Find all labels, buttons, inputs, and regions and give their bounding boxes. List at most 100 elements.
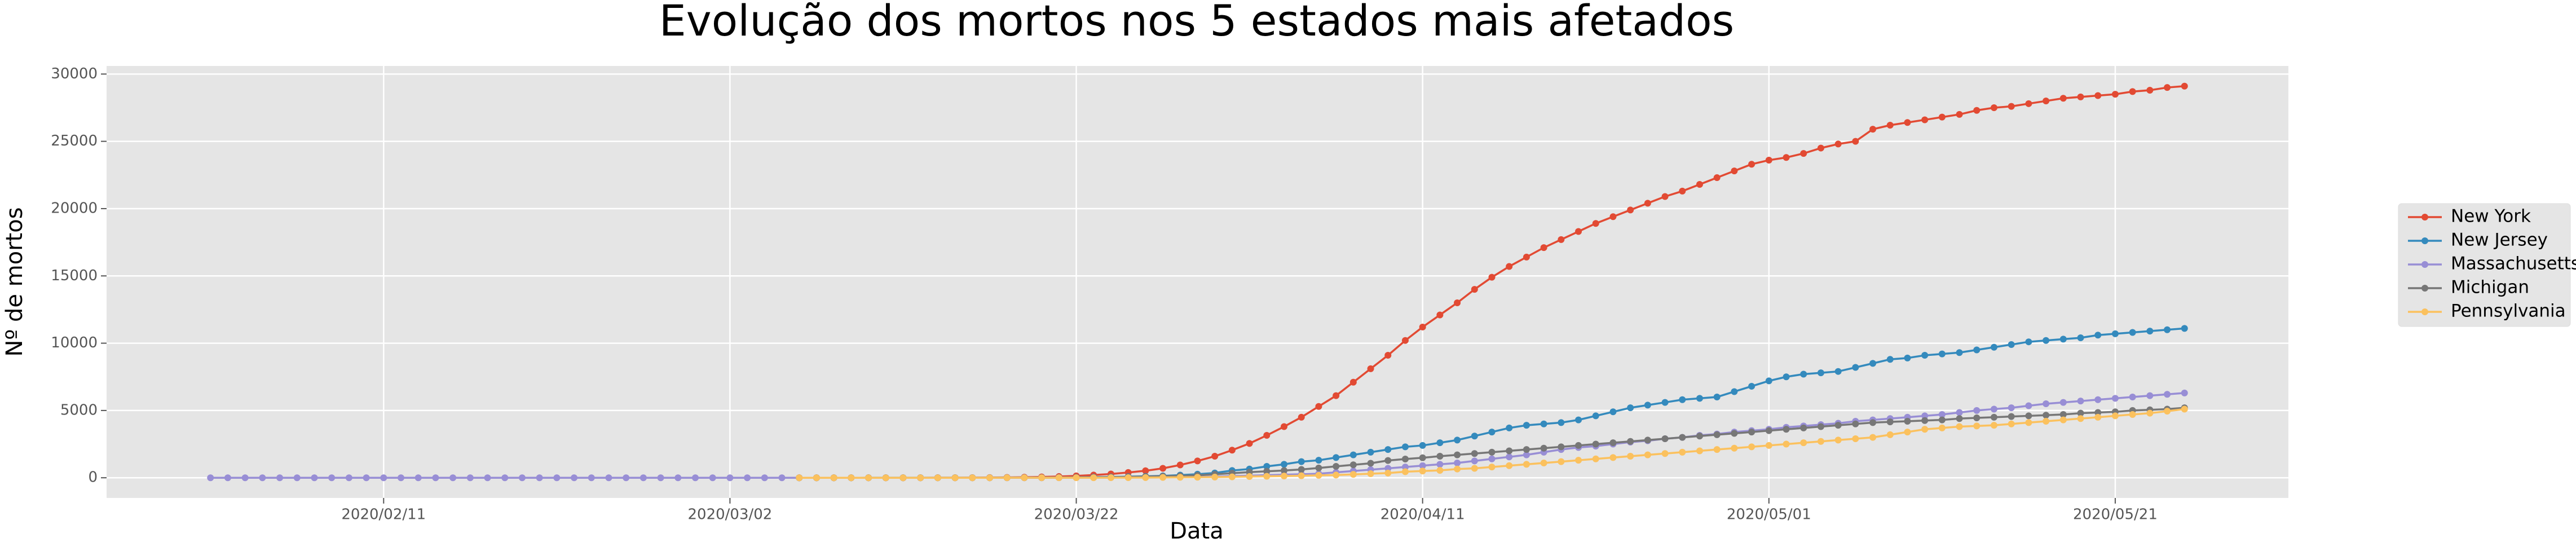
data-point [2059,336,2067,343]
grid: 0 5000 10000 15000 20000 25000 30000 2020/02/11… [51,65,2288,523]
data-point [414,474,422,482]
data-point [1921,412,1929,420]
data-point [1731,167,1738,175]
data-point [830,474,837,482]
data-point [224,474,231,482]
data-point [1800,439,1807,447]
data-point [2008,413,2015,420]
data-point [1696,433,1703,440]
data-point [1488,455,1496,462]
data-point [1401,443,1409,451]
data-point [2059,416,2067,424]
data-point [1540,444,1547,452]
data-point [1956,349,1963,356]
data-point [1298,413,1305,421]
y-tick-label: 15000 [51,267,98,284]
data-point [1904,429,1911,436]
x-tick-label: 2020/03/02 [687,506,772,523]
data-point [1713,446,1721,453]
data-point [709,474,716,482]
data-point [1315,464,1322,471]
y-tick-label: 30000 [51,65,98,82]
data-point [1765,442,1772,449]
data-point [1869,434,1877,441]
data-point [1298,472,1305,479]
data-point [1834,140,1842,148]
data-point [1073,474,1080,482]
data-point [1817,369,1824,377]
data-point [380,474,387,482]
data-point [1384,352,1392,359]
data-point [2164,391,2171,398]
data-point [1488,429,1496,436]
data-point [1956,111,1963,118]
data-point [1713,394,1721,401]
data-point [1142,474,1149,481]
data-point [328,474,336,482]
data-point [2077,409,2084,417]
data-point [1558,443,1565,451]
data-point [1592,455,1599,462]
data-point [2077,415,2084,422]
data-point [934,474,941,482]
data-point [2146,328,2154,335]
data-point [1003,474,1011,482]
data-point [1349,378,1357,386]
data-point [1852,420,1859,427]
data-point [1956,409,1963,416]
data-point [398,474,405,482]
data-point [1506,447,1513,455]
data-point [1661,193,1669,200]
data-point [1333,471,1340,479]
data-point [1834,368,1842,375]
data-point [1281,423,1288,430]
data-point [2008,404,2015,412]
x-tick-label: 2020/03/22 [1034,506,1119,523]
data-point [345,474,352,482]
data-point [1609,213,1617,220]
data-point [1211,474,1219,481]
data-point [1506,462,1513,469]
data-point [1938,350,1946,358]
data-point [1142,467,1149,474]
data-point [1419,462,1426,469]
data-point [1263,467,1271,475]
data-point [848,474,855,482]
data-point [1246,473,1253,480]
data-point [744,474,751,482]
y-tick-label: 10000 [51,334,98,351]
data-point [1523,446,1530,453]
data-point [1298,466,1305,473]
data-point [1159,474,1167,481]
data-point [1471,457,1478,465]
data-point [2111,330,2119,337]
data-point [1315,471,1322,479]
data-point [1679,187,1686,195]
legend-label: Michigan [2451,277,2529,298]
data-point [1384,457,1392,464]
data-point [1454,459,1461,466]
data-point [1038,474,1046,482]
x-axis-label: Data [1170,518,1224,544]
data-point [1471,450,1478,457]
y-axis-label: Nº de mortos [2,207,28,356]
data-point [1176,474,1184,481]
data-point [1454,299,1461,306]
data-point [1973,107,1980,114]
data-point [1886,418,1894,426]
y-tick-label: 5000 [60,402,98,418]
x-tick-label: 2020/05/01 [1727,506,1811,523]
data-point [1627,404,1634,412]
data-point [1765,157,1772,164]
data-point [276,474,284,482]
data-point [571,474,578,482]
data-point [207,474,214,482]
data-point [1956,423,1963,430]
plot [207,82,2188,482]
data-point [2059,399,2067,406]
x-tick-label: 2020/02/11 [341,506,426,523]
data-point [1367,448,1374,456]
data-point [1748,382,1755,390]
data-point [2129,411,2136,418]
